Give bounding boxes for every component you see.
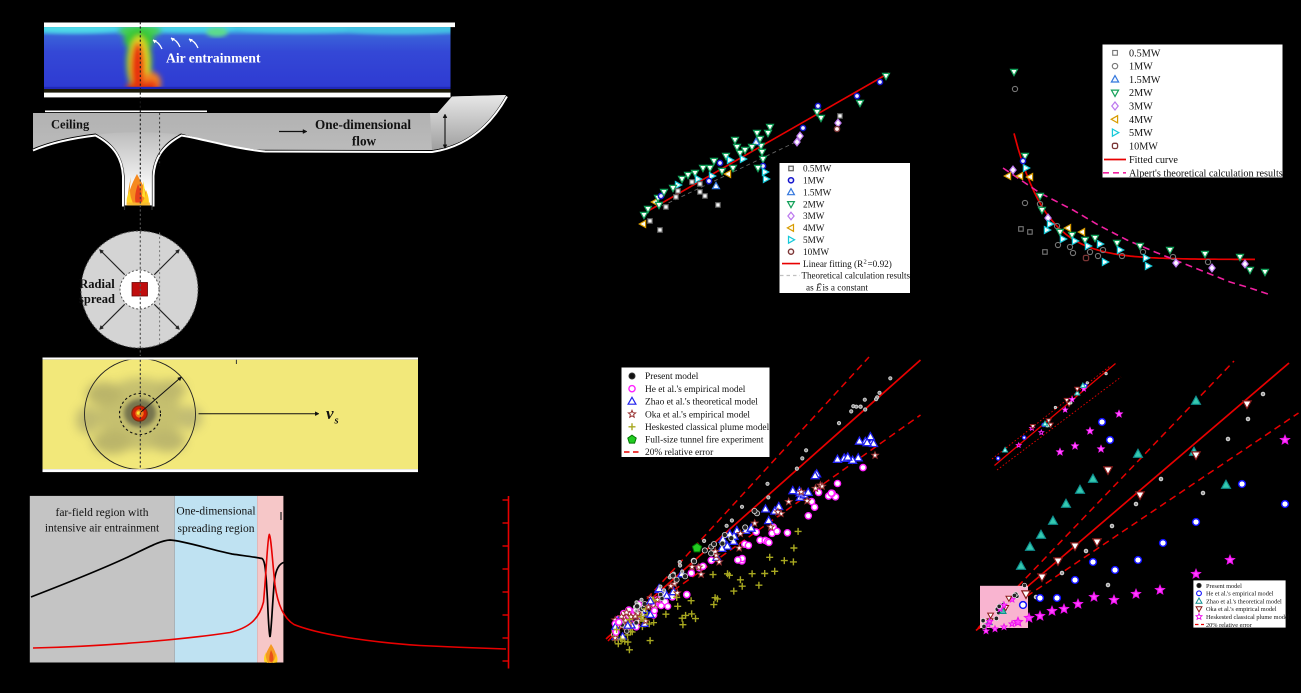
svg-text:He et al.'s empirical model: He et al.'s empirical model — [1206, 591, 1274, 598]
svg-text:5MW: 5MW — [1129, 128, 1153, 139]
svg-text:10MW: 10MW — [1129, 141, 1158, 152]
svg-text:1.5MW: 1.5MW — [803, 187, 832, 197]
svg-text:20% relative error: 20% relative error — [645, 448, 714, 458]
svg-text:1MW: 1MW — [1129, 62, 1153, 73]
svg-text:Heskested classical plume mode: Heskested classical plume model — [1206, 614, 1290, 621]
svg-text:Zhao et al.'s theoretical mode: Zhao et al.'s theoretical model — [645, 398, 758, 408]
svg-text:spreading region: spreading region — [178, 523, 255, 535]
svg-text:flow: flow — [352, 134, 377, 149]
svg-text:s: s — [334, 416, 339, 427]
svg-text:4MW: 4MW — [803, 223, 825, 233]
svg-text:3MW: 3MW — [803, 211, 825, 221]
svg-text:2MW: 2MW — [803, 199, 825, 209]
svg-text:Heskested classical plume mode: Heskested classical plume model — [645, 423, 770, 433]
svg-text:0.5MW: 0.5MW — [1129, 48, 1161, 59]
svg-text:1MW: 1MW — [803, 176, 825, 186]
svg-text:20% relative error: 20% relative error — [1206, 622, 1253, 629]
svg-text:Present model: Present model — [645, 372, 699, 382]
svg-text:Alpert's theoretical calculati: Alpert's theoretical calculation results — [1129, 168, 1283, 179]
svg-text:1.5MW: 1.5MW — [1129, 75, 1161, 86]
svg-text:Theoretical calculation result: Theoretical calculation results — [802, 271, 911, 281]
svg-text:Oka et al.'s empirical model: Oka et al.'s empirical model — [1206, 606, 1277, 613]
svg-text:Zhao et al.'s theoretical mode: Zhao et al.'s theoretical model — [1206, 598, 1282, 605]
svg-text:spread: spread — [79, 292, 115, 306]
svg-text:2: 2 — [864, 258, 867, 265]
svg-text:3MW: 3MW — [1129, 102, 1153, 113]
svg-text:as: as — [806, 283, 814, 293]
svg-text:Radial: Radial — [79, 277, 115, 291]
svg-text:Linear fitting (R: Linear fitting (R — [803, 259, 864, 269]
svg-text:Full-size tunnel fire experime: Full-size tunnel fire experiment — [645, 435, 764, 446]
svg-text:0.5MW: 0.5MW — [803, 164, 832, 174]
svg-text:far-field region with: far-field region with — [55, 507, 148, 519]
svg-text:One-dimensional: One-dimensional — [176, 506, 255, 518]
svg-text:10MW: 10MW — [803, 247, 829, 257]
svg-text:He et al.'s empirical model: He et al.'s empirical model — [645, 385, 746, 395]
svg-text:4MW: 4MW — [1129, 115, 1153, 126]
svg-text:2MW: 2MW — [1129, 88, 1153, 99]
svg-text:Fitted curve: Fitted curve — [1129, 155, 1178, 166]
svg-text:Air entrainment: Air entrainment — [166, 51, 261, 66]
svg-text:Oka et al.'s empirical model: Oka et al.'s empirical model — [645, 410, 750, 420]
svg-text:intensive air entrainment: intensive air entrainment — [45, 523, 160, 535]
svg-text:=0.92): =0.92) — [868, 259, 892, 269]
svg-text:is a constant: is a constant — [823, 283, 869, 293]
svg-text:v: v — [326, 404, 334, 423]
svg-text:Present model: Present model — [1206, 583, 1242, 590]
svg-text:Ceiling: Ceiling — [51, 118, 90, 132]
svg-text:5MW: 5MW — [803, 235, 825, 245]
svg-text:Ē: Ē — [815, 283, 822, 293]
svg-text:One-dimensional: One-dimensional — [315, 117, 411, 132]
